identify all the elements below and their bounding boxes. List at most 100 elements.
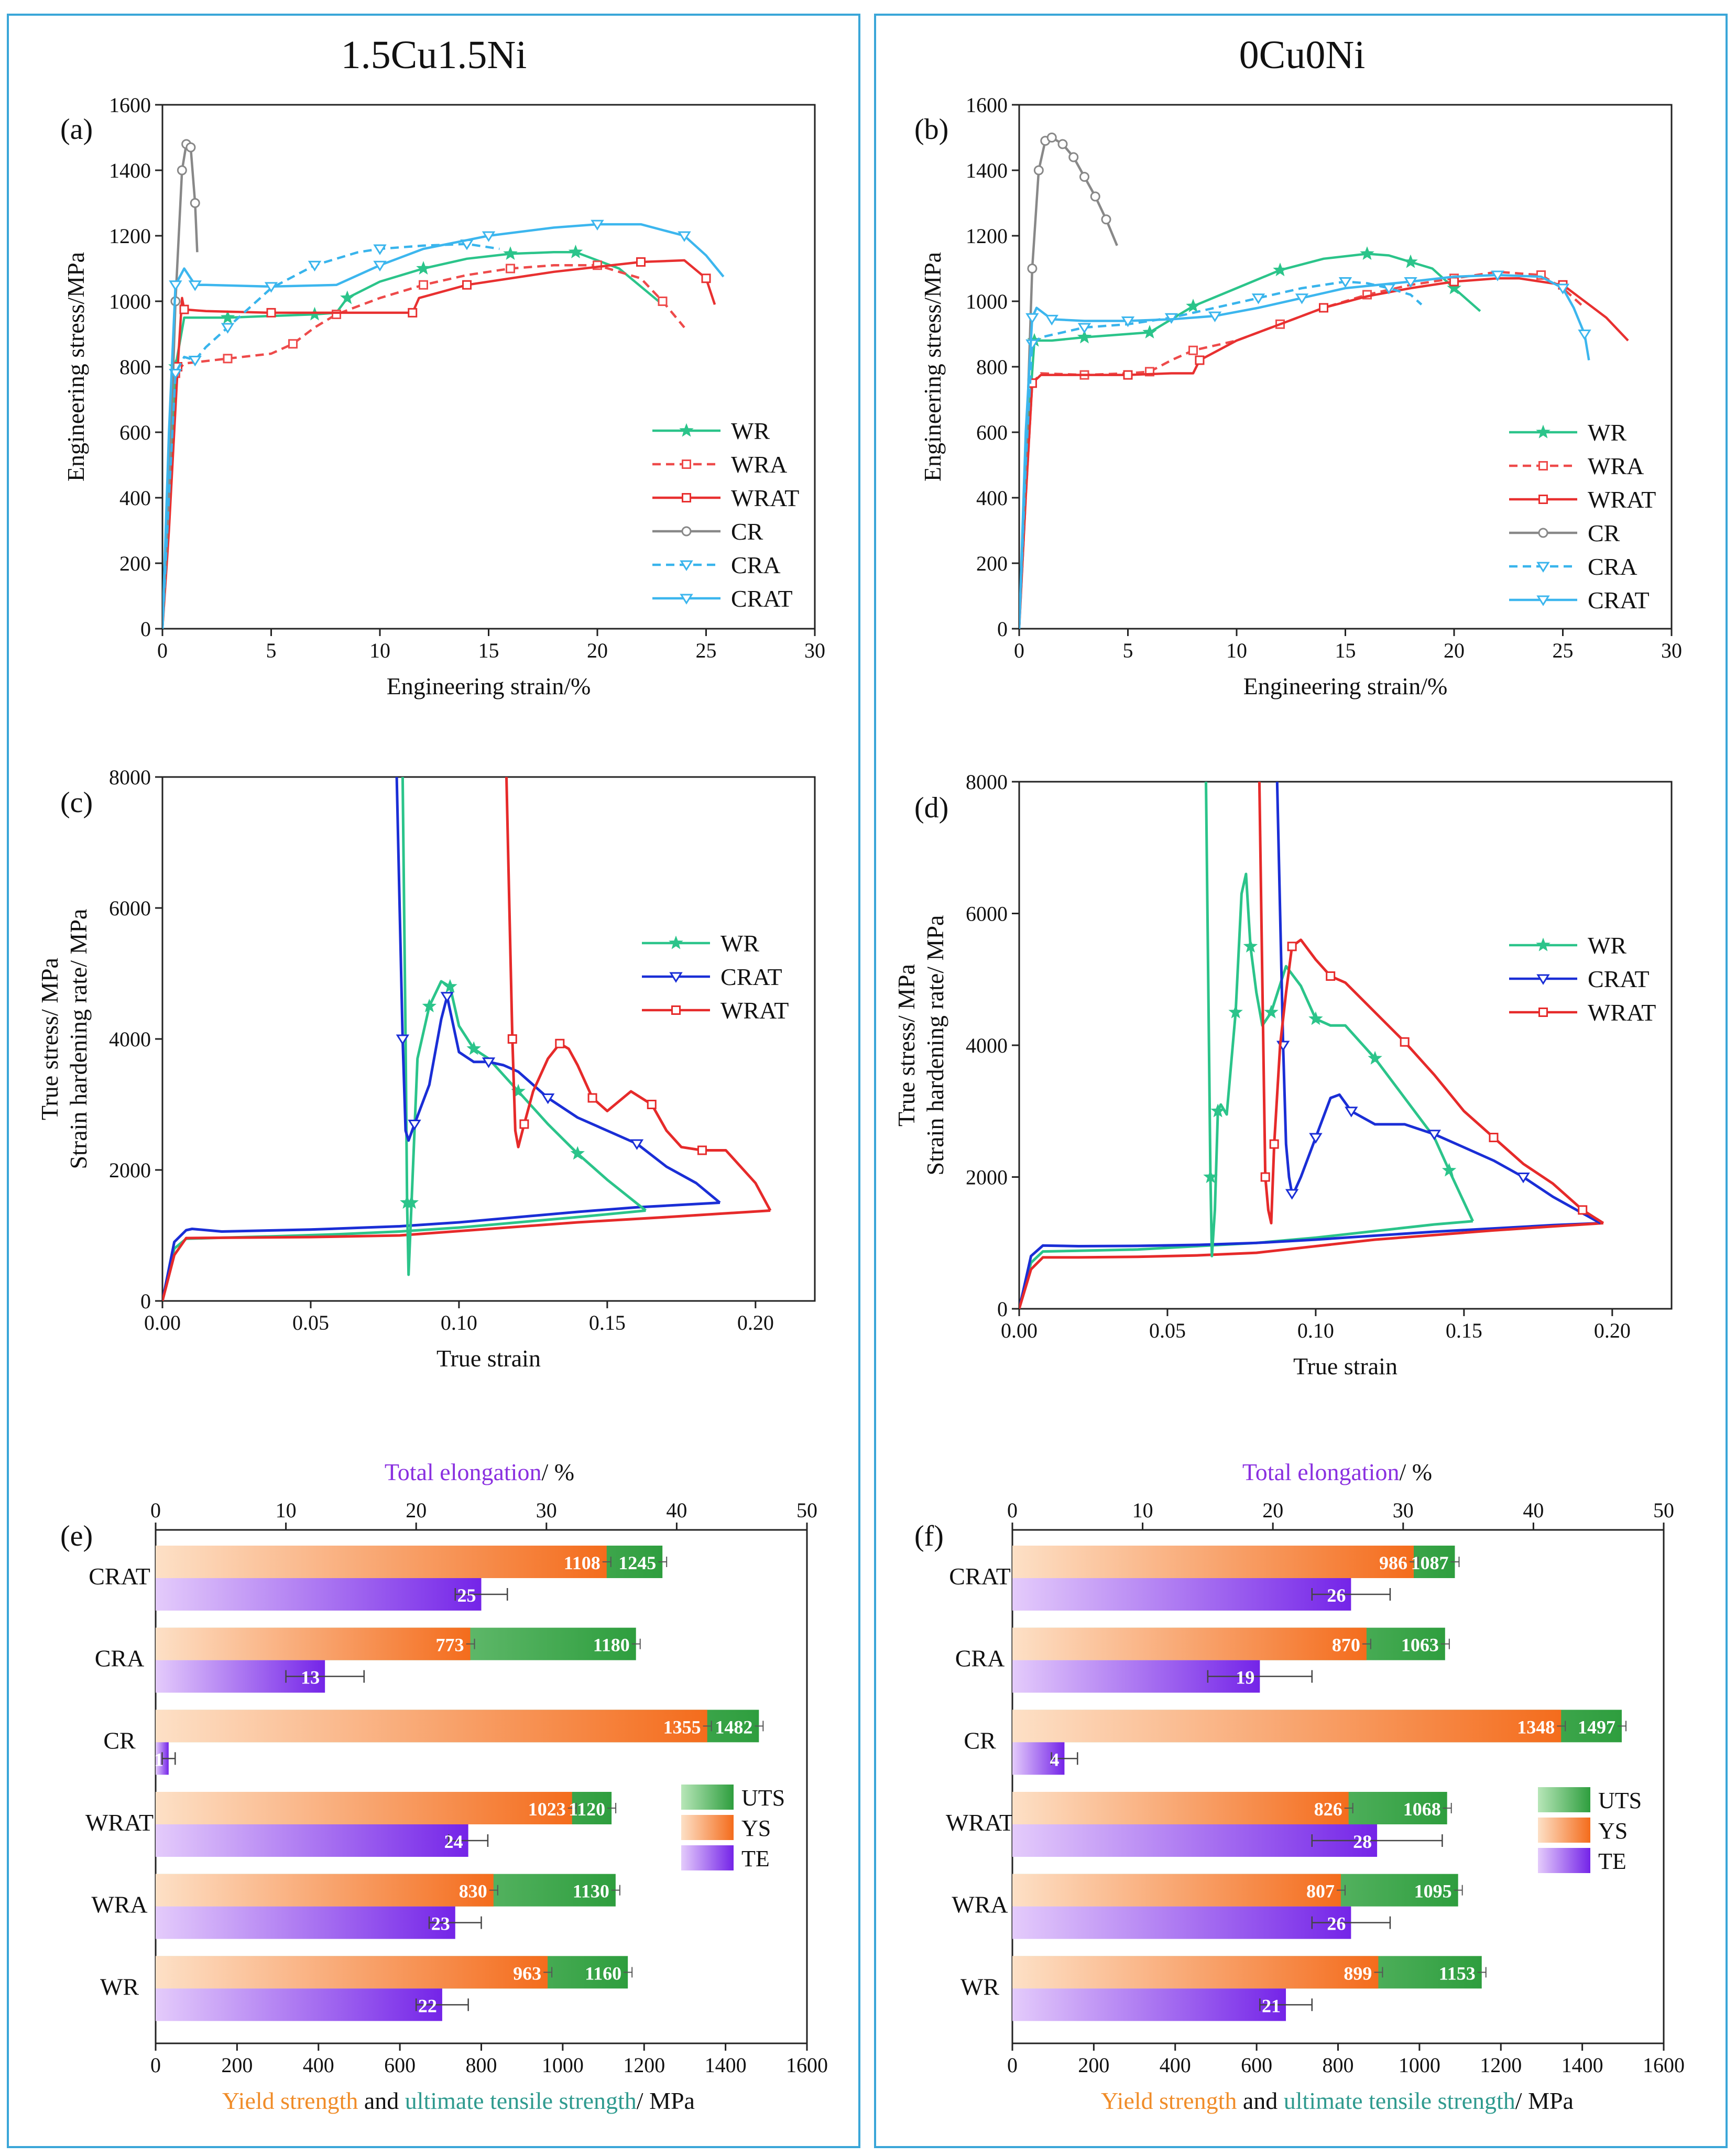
top-axis-label-unit: / % [541,1459,574,1485]
x-tick-label: 0 [1014,639,1024,662]
plot-area [1019,782,1604,1309]
data-label-uts-cra: 1063 [1401,1635,1439,1656]
circle-marker [1046,133,1057,143]
triangle-marker [482,231,496,242]
circle-marker [681,526,692,537]
data-label-ys-cr: 1348 [1517,1716,1555,1737]
x-tick-label: 0.20 [737,1311,774,1334]
x-tick-label: 600 [1241,2053,1272,2077]
legend-label-te: TE [741,1846,770,1872]
square-marker [682,459,691,469]
triangle-marker [1516,1173,1530,1184]
data-label-ys-cra: 773 [436,1635,464,1656]
x-axis-label-unit: / MPa [637,2087,695,2114]
y-axis-label: True stress/ MPa [36,958,63,1120]
x-tick-label: 25 [1553,639,1574,662]
legend-label-crat: CRAT [731,585,793,612]
star-marker [1203,1169,1218,1184]
square-marker [1538,1008,1548,1017]
legend: UTS YS TE [681,1785,785,1872]
triangle-marker [1536,974,1550,985]
y-tick-label: 800 [976,355,1008,379]
category-label-crat: CRAT [89,1563,150,1590]
circle-marker [1101,214,1111,225]
triangle-marker [1536,595,1550,606]
x-tick-label: 20 [1444,639,1465,662]
category-label-cr: CR [103,1727,136,1754]
data-label-te-wra: 26 [1327,1913,1346,1934]
star-marker [340,290,355,304]
legend-swatch-uts [681,1785,734,1810]
x-axis-label: True strain [1293,1353,1397,1380]
data-label-uts-crat: 1245 [618,1552,656,1573]
square-marker [288,339,298,349]
star-marker [1264,1004,1279,1019]
x-axis-label: Yield strength and ultimate tensile stre… [1101,2087,1574,2114]
triangle-marker [373,260,387,272]
square-marker [555,1038,565,1048]
star-marker [568,244,583,258]
category-label-cr: CR [964,1727,996,1754]
series-line-wra [1019,270,1586,629]
bar-te-wr [1012,1988,1286,2021]
x-tick-label: 0.10 [441,1311,477,1334]
legend-label-wra: WRA [1588,453,1644,479]
star-marker [570,1146,585,1160]
x-tick-label: 25 [696,639,717,662]
triangle-marker [630,1139,644,1150]
x-tick-label: 800 [466,2053,497,2077]
data-label-te-crat: 25 [457,1585,476,1606]
top-axis-label-te: Total elongation [1242,1459,1400,1485]
data-label-te-wr: 21 [1262,1995,1281,2016]
legend-swatch-uts [1538,1787,1590,1812]
x-axis-label-ys: Yield strength [1101,2087,1237,2114]
circle-marker [1079,172,1089,182]
x-tick-label: 0.15 [589,1311,626,1334]
top-x-tick-label: 50 [1653,1498,1674,1522]
x-tick-label: 5 [1123,639,1133,662]
x-tick-label: 0.05 [292,1311,329,1334]
circle-marker [1033,165,1044,176]
category-label-wr: WR [100,1973,139,2000]
data-label-uts-cra: 1180 [593,1635,630,1656]
square-marker [697,1145,707,1155]
data-label-uts-wra: 1095 [1414,1881,1452,1902]
category-label-cra: CRA [955,1645,1005,1672]
triangle-marker [591,220,604,231]
x-axis-label: True strain [436,1345,541,1372]
x-tick-label: 15 [478,639,499,662]
star-marker [1442,1163,1457,1177]
x-tick-label: 5 [266,639,277,662]
column-title-2: 0Cu0Ni [1239,33,1366,77]
x-tick-label: 400 [1160,2053,1191,2077]
square-marker [1319,303,1328,313]
bar-ys-wr [156,1956,548,1989]
y-tick-label: 1600 [109,93,151,117]
square-marker [636,257,646,267]
top-x-tick-label: 30 [1393,1498,1414,1522]
triangle-marker [396,1034,410,1045]
bar-te-wra [156,1906,455,1939]
data-label-uts-crat: 1087 [1411,1552,1448,1573]
square-marker [1449,277,1459,287]
legend: WR WRA WRAT CR CRA CRAT [1509,419,1656,614]
legend-label-cr: CR [1588,520,1620,546]
star-marker [422,999,437,1013]
data-label-uts-wr: 1160 [585,1963,621,1984]
chart-f: 0 200 400 600 800 1000 1200 1400 1600 0 10 20 30 40 50… [914,1459,1685,2114]
top-axis-label: Total elongation/ % [1242,1459,1432,1485]
data-label-te-cra: 13 [301,1667,320,1688]
data-label-ys-wra: 830 [459,1881,487,1902]
triangle-marker [188,280,202,291]
category-label-wra: WRA [91,1891,147,1918]
y-tick-label: 0 [140,1289,151,1313]
y-tick-label: 200 [119,552,151,575]
legend-label-wrat: WRAT [1588,999,1656,1026]
square-marker [1260,1172,1270,1182]
x-tick-label: 800 [1323,2053,1354,2077]
star-marker [669,935,683,949]
legend-swatch-te [1538,1848,1590,1873]
charts: 0 5 10 15 20 25 300200400600800100012001400160… [36,93,1685,2114]
circle-marker [1538,528,1548,538]
series-line-wrat-hard [505,777,772,1211]
